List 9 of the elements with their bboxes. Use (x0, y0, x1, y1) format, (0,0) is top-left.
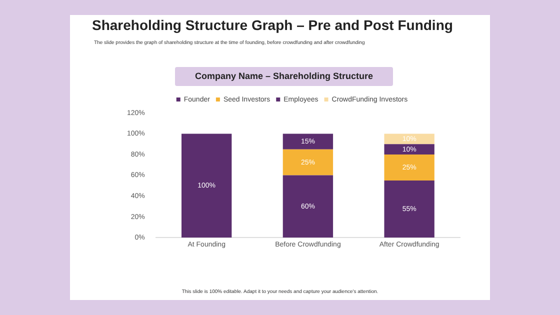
bar (384, 144, 434, 155)
bar (182, 134, 232, 238)
bar (282, 175, 334, 238)
text: Company Name – Shareholding Structure (175, 67, 393, 86)
chart-title: Shareholding Structure Graph – Pre and Post Funding (92, 17, 453, 33)
bar (384, 154, 434, 180)
bar (384, 180, 434, 238)
bar (282, 149, 334, 176)
bar (282, 134, 334, 150)
